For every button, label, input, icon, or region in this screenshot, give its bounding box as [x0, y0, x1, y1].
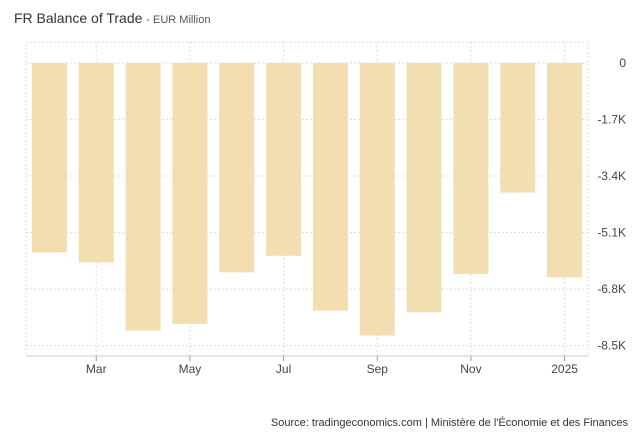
x-tick-label: May	[179, 362, 202, 376]
bar-aug	[312, 63, 348, 311]
bar-dec	[500, 63, 536, 193]
chart-unit-text: EUR Million	[153, 14, 211, 26]
x-tick-label: Mar	[86, 362, 107, 376]
bar-feb	[31, 63, 67, 253]
bar-mar	[78, 63, 114, 263]
x-tick-label: Nov	[460, 362, 481, 376]
y-tick-label: -8.5K	[597, 339, 626, 353]
chart-unit-label: - EUR Million	[146, 14, 211, 26]
chart-title: FR Balance of Trade - EUR Million	[14, 10, 211, 26]
bar-apr	[125, 63, 161, 331]
bar-sep	[359, 63, 395, 336]
x-tick-label: Jul	[276, 362, 291, 376]
y-tick-label: -1.7K	[597, 113, 626, 127]
y-tick-label: -6.8K	[597, 282, 626, 296]
bar-2025	[547, 63, 583, 278]
bar-may	[172, 63, 208, 324]
chart-title-text: FR Balance of Trade	[14, 10, 143, 26]
x-tick-label: 2025	[551, 362, 578, 376]
y-tick-label: -5.1K	[597, 226, 626, 240]
y-tick-label: 0	[619, 56, 626, 70]
source-attribution: Source: tradingeconomics.com | Ministère…	[270, 417, 628, 429]
bar-oct	[406, 63, 442, 313]
bar-jul	[266, 63, 302, 256]
bar-jun	[219, 63, 255, 273]
x-tick-label: Sep	[367, 362, 389, 376]
y-tick-label: -3.4K	[597, 169, 626, 183]
bar-nov	[453, 63, 489, 275]
